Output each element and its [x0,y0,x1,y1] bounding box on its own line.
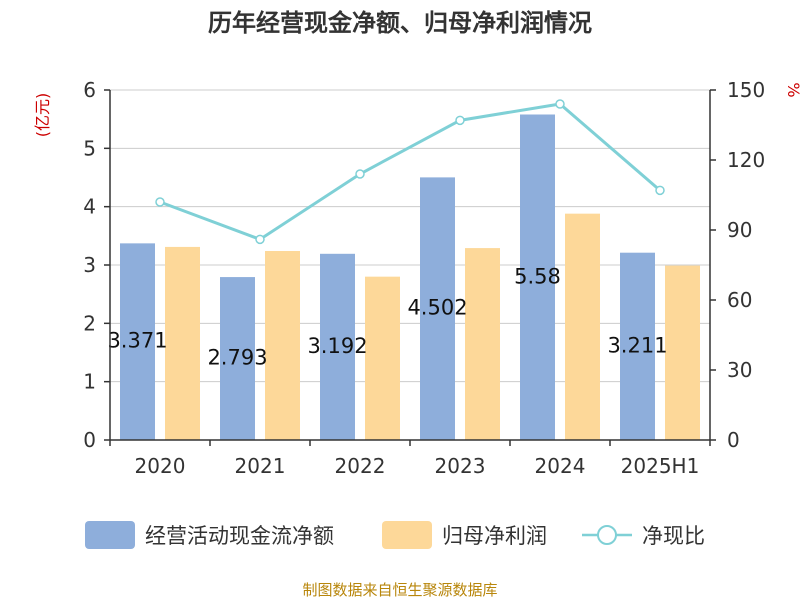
cashflow-data-label: 5.58 [514,264,561,288]
ratio-point [455,115,465,126]
legend-label-cashflow: 经营活动现金流净额 [145,524,334,548]
profit-bar [365,276,400,440]
profit-bar [265,251,300,440]
left-tick-label: 5 [83,136,96,160]
x-tick-label: 2020 [135,454,186,478]
right-axis-label: % [784,82,800,97]
legend-swatch-profit [382,521,432,549]
cashflow-data-label: 2.793 [207,346,267,370]
bars [120,114,700,440]
left-tick-label: 2 [83,311,96,335]
data-labels: 3.371 2.793 3.192 4.502 5.58 3.211 [107,264,667,369]
x-tick-label: 2021 [235,454,286,478]
cashflow-bar [120,243,155,440]
cashflow-data-label: 3.192 [307,334,367,358]
left-tick-label: 6 [83,78,96,102]
left-tick-label: 1 [83,370,96,394]
profit-bar [565,213,600,440]
left-tick-label: 4 [83,195,96,219]
ratio-line-path [159,102,661,242]
cashflow-bar [520,114,555,440]
cashflow-bar [220,277,255,440]
left-axis-label: (亿元) [33,93,52,138]
right-tick-label: 90 [727,218,752,242]
legend-swatch-cashflow [85,521,135,549]
right-tick-label: 30 [727,358,752,382]
profit-bar [165,246,200,440]
x-tick-label: 2022 [335,454,386,478]
profit-bar [665,265,700,440]
cashflow-data-label: 3.211 [607,333,667,357]
right-tick-label: 120 [727,148,765,172]
cashflow-data-label: 4.502 [407,296,467,320]
cashflow-bar [620,252,655,440]
right-tick-label: 150 [727,78,765,102]
legend-label-profit: 归母净利润 [442,524,547,548]
source-note: 制图数据来自恒生聚源数据库 [302,581,497,599]
x-tick-label: 2023 [435,454,486,478]
cashflow-data-label: 3.371 [107,329,167,353]
left-tick-label: 3 [83,253,96,277]
left-tick-label: 0 [83,428,96,452]
ratio-point [355,169,365,179]
right-tick-label: 0 [727,428,740,452]
x-tick-label: 2025H1 [621,454,700,478]
cashflow-bar [420,177,455,440]
legend: 经营活动现金流净额 归母净利润 净现比 [85,521,705,549]
ratio-point [255,234,265,245]
x-tick-label: 2024 [535,454,586,478]
ratio-point [155,197,165,207]
ratio-point [555,99,565,109]
profit-bar [465,248,500,440]
ratio-point [655,185,665,196]
legend-swatch-ratio-marker [597,525,617,545]
right-tick-label: 60 [727,288,752,312]
ratio-line [155,99,665,245]
legend-label-ratio: 净现比 [642,524,705,548]
cashflow-bar [320,253,355,440]
chart-title: 历年经营现金净额、归母净利润情况 [208,9,592,37]
